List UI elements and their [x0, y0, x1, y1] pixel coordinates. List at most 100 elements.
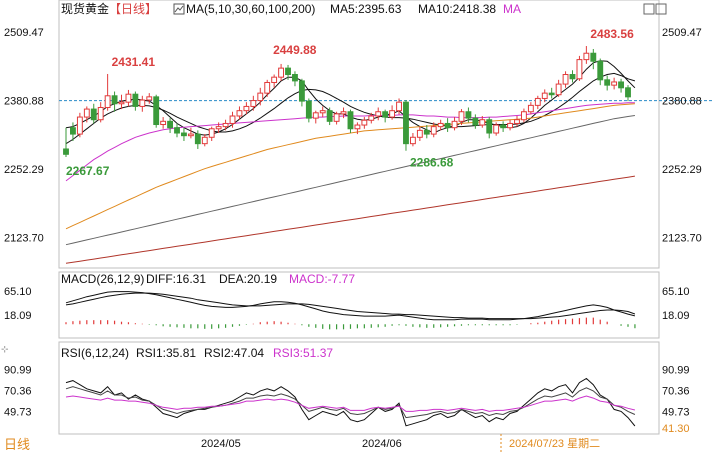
period-tag: 【日线】 — [109, 2, 157, 16]
candle-body — [305, 100, 312, 119]
candle-body — [118, 101, 125, 105]
candle-body — [298, 80, 305, 102]
rsi2-value: RSI2:47.04 — [204, 346, 264, 360]
candle-body — [507, 122, 513, 129]
candle-body — [243, 105, 250, 112]
ma10-line — [65, 72, 636, 145]
rsi-tick-right: 70.36 — [662, 385, 690, 397]
rsi-plot — [65, 377, 636, 427]
ma-label: MA(5,10,30,60,100,200) — [186, 2, 315, 16]
candle-body — [153, 96, 160, 126]
candle-body — [409, 136, 416, 145]
candle-body — [625, 87, 631, 98]
ma5-label: MA5:2395.63 — [330, 2, 402, 16]
extremum-label: 2286.68 — [410, 156, 454, 170]
macd-panel-frame — [58, 271, 660, 339]
macd-tick-right: 65.10 — [662, 286, 690, 298]
candle-body — [562, 74, 569, 85]
macd-dea: DEA:20.19 — [219, 272, 277, 286]
candle-body — [611, 81, 618, 86]
candle-body — [361, 119, 368, 126]
candle-body — [187, 133, 194, 137]
candle-body — [257, 92, 264, 102]
macd-diff-line — [65, 291, 636, 321]
candle-body — [375, 111, 382, 117]
price-tick-right: 2509.47 — [662, 27, 702, 39]
candle-body — [590, 52, 597, 62]
candle-body — [139, 99, 146, 107]
macd-dea-line — [65, 292, 636, 320]
macd-diff: DIFF:16.31 — [146, 272, 206, 286]
candle-body — [174, 127, 180, 134]
price-panel-frame — [58, 0, 660, 269]
rsi-line-rsi2 — [65, 386, 636, 419]
macd-tick-right: 18.09 — [662, 310, 690, 322]
candle-body — [514, 119, 520, 124]
candle-body — [444, 122, 451, 129]
candle-body — [555, 83, 562, 96]
candle-body — [389, 110, 396, 118]
macd-tick-left: 18.09 — [4, 310, 32, 322]
rsi-tick-right: 90.99 — [662, 364, 690, 376]
macd-value: MACD:-7.77 — [289, 272, 355, 286]
candle-body — [354, 124, 361, 130]
candle-body — [208, 128, 215, 138]
candle-body — [215, 126, 222, 130]
candle-body — [292, 74, 298, 82]
rsi-tick-left: 70.36 — [4, 385, 32, 397]
candle-body — [479, 119, 486, 126]
extremum-label: 2483.56 — [590, 27, 634, 41]
rsi1-value: RSI1:35.81 — [136, 346, 196, 360]
candle-body — [104, 95, 111, 108]
price-tick-left: 2509.47 — [4, 27, 44, 39]
candle-body — [382, 111, 389, 118]
candle-body — [271, 76, 278, 83]
candle-body — [160, 120, 167, 126]
candle-body — [326, 110, 333, 122]
symbol-title: 现货黄金 — [61, 1, 109, 16]
candle-body — [340, 111, 347, 115]
candle-body — [458, 111, 465, 122]
candle-body — [520, 111, 527, 121]
candle-body — [250, 100, 257, 107]
candle-body — [229, 115, 236, 124]
candle-body — [181, 132, 187, 137]
rsi-tick-left: 49.73 — [4, 407, 32, 419]
price-tick-left: 2252.29 — [4, 164, 44, 176]
candle-body — [583, 52, 590, 61]
candle-body — [423, 129, 430, 135]
candle-body — [500, 124, 507, 129]
rsi-tick-left: 90.99 — [4, 364, 32, 376]
candle-body — [194, 133, 201, 145]
panel-button-1-icon[interactable] — [643, 3, 655, 15]
candle-body — [541, 92, 548, 99]
candle-body — [618, 81, 624, 89]
extremum-label: 2431.41 — [112, 55, 156, 69]
crosshair-icon: ⊹ — [1, 344, 9, 354]
rsi-label: RSI(6,12,24) — [61, 346, 129, 360]
ma10-label: MA10:2418.38 — [418, 2, 496, 16]
ma-toggle-icon[interactable] — [173, 3, 185, 15]
candle-body — [278, 67, 285, 78]
ma100-line — [65, 115, 635, 246]
candle-body — [236, 110, 243, 117]
price-tick-right: 2380.88 — [662, 96, 702, 108]
candle-body — [312, 112, 319, 119]
extremum-label: 2449.88 — [273, 43, 317, 57]
axis-ticks: 2509.47 2509.47 2380.88 2380.88 2252.29 2252.… — [4, 27, 702, 453]
ma-extra-label: MA — [503, 2, 521, 16]
candle-body — [396, 101, 402, 112]
candle-body — [347, 111, 354, 130]
candle-body — [76, 116, 83, 135]
panel-button-2-icon[interactable] — [655, 3, 667, 15]
candle-body — [451, 120, 458, 129]
candle-body — [264, 81, 271, 94]
candle-body — [548, 92, 555, 96]
candle-body — [430, 126, 437, 135]
price-tick-left: 2123.70 — [4, 232, 44, 244]
candle-body — [201, 136, 208, 145]
rsi-panel-frame — [58, 341, 660, 435]
candle-body — [125, 93, 132, 103]
footer-period: 日线 — [4, 437, 30, 452]
